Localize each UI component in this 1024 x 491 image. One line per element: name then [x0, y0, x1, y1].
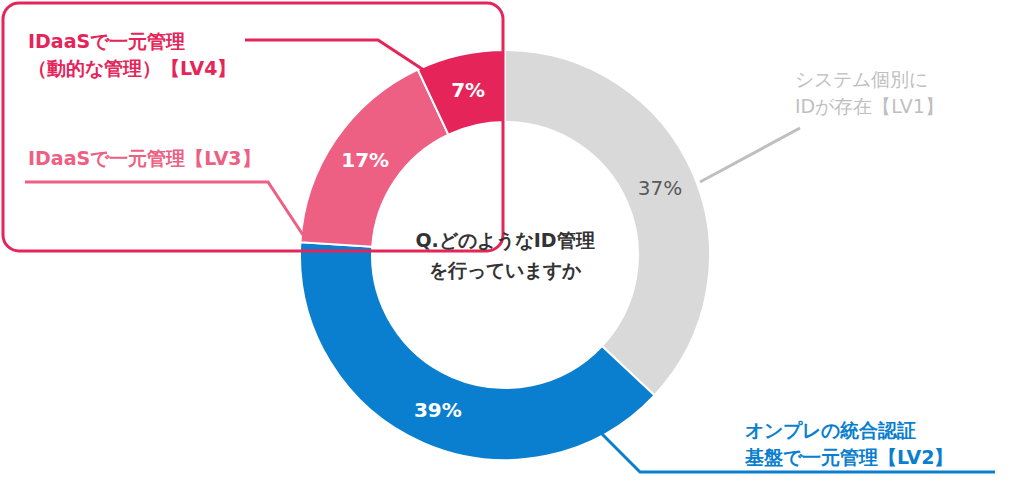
svg-text:を行っていますか: を行っていますか [429, 259, 582, 281]
svg-text:IDaaSで一元管理【LV3】: IDaaSで一元管理【LV3】 [28, 147, 261, 169]
svg-text:39%: 39% [414, 398, 462, 422]
svg-text:（動的な管理）【LV4】: （動的な管理）【LV4】 [28, 57, 236, 79]
svg-text:システム個別に: システム個別に [795, 68, 928, 90]
svg-text:オンプレの統合認証: オンプレの統合認証 [745, 419, 916, 441]
svg-text:Q.どのようなID管理: Q.どのようなID管理 [415, 229, 594, 252]
svg-text:37%: 37% [638, 176, 682, 200]
svg-text:IDaaSで一元管理: IDaaSで一元管理 [28, 30, 185, 52]
svg-text:IDが存在【LV1】: IDが存在【LV1】 [795, 95, 944, 117]
svg-text:17%: 17% [341, 148, 389, 172]
svg-text:7%: 7% [451, 78, 485, 102]
svg-text:基盤で一元管理【LV2】: 基盤で一元管理【LV2】 [744, 446, 953, 468]
